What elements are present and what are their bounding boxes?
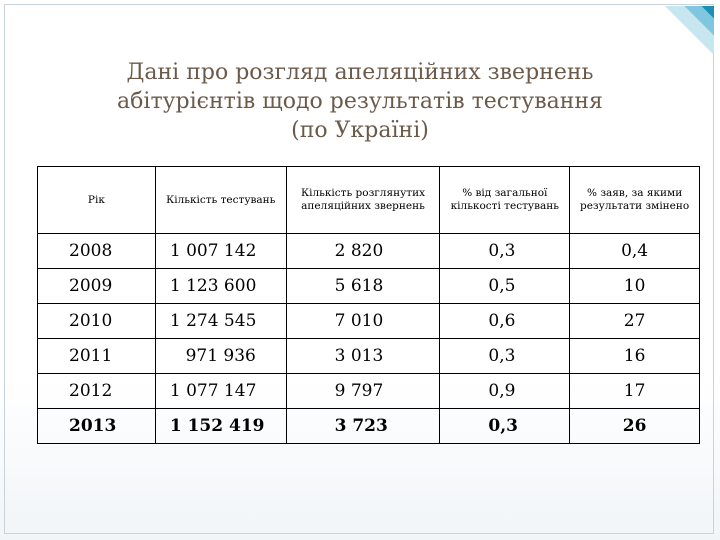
header-percent-changed: % заяв, за якими результати змінено — [569, 166, 700, 234]
cell-appeals: 7 010 — [285, 303, 441, 339]
title-line-1: Дані про розгляд апеляційних звернень — [126, 60, 594, 85]
table-row: 2013 1 152 419 3 723 0,3 26 — [37, 408, 700, 444]
cell-percent-tests: 0,3 — [439, 338, 571, 374]
cell-percent-changed: 16 — [569, 338, 700, 374]
cell-year: 2008 — [37, 233, 156, 269]
cell-percent-tests: 0,5 — [439, 268, 571, 304]
cell-tests: 1 007 142 — [154, 233, 287, 269]
cell-year: 2012 — [37, 373, 156, 409]
table-row: 2010 1 274 545 7 010 0,6 27 — [37, 303, 700, 339]
table-row: 2012 1 077 147 9 797 0,9 17 — [37, 373, 700, 409]
header-year: Рік — [37, 166, 156, 234]
appeals-table: Рік Кількість тестувань Кількість розгля… — [37, 166, 700, 444]
cell-tests: 971 936 — [154, 338, 287, 374]
cell-percent-changed: 0,4 — [569, 233, 700, 269]
cell-percent-changed: 10 — [569, 268, 700, 304]
cell-percent-changed: 26 — [569, 408, 700, 444]
cell-percent-tests: 0,6 — [439, 303, 571, 339]
header-appeals-count: Кількість розглянутих апеляційних зверне… — [285, 166, 441, 234]
header-tests-count: Кількість тестувань — [154, 166, 287, 234]
cell-appeals: 5 618 — [285, 268, 441, 304]
cell-percent-changed: 17 — [569, 373, 700, 409]
cell-percent-tests: 0,3 — [439, 408, 571, 444]
cell-percent-changed: 27 — [569, 303, 700, 339]
corner-decoration — [644, 6, 714, 58]
cell-year: 2010 — [37, 303, 156, 339]
cell-tests: 1 274 545 — [154, 303, 287, 339]
cell-tests: 1 152 419 — [154, 408, 287, 444]
cell-percent-tests: 0,9 — [439, 373, 571, 409]
slide-title: Дані про розгляд апеляційних звернень аб… — [60, 58, 660, 145]
cell-tests: 1 123 600 — [154, 268, 287, 304]
cell-year: 2013 — [37, 408, 156, 444]
cell-tests: 1 077 147 — [154, 373, 287, 409]
cell-year: 2011 — [37, 338, 156, 374]
table-row: 2011 971 936 3 013 0,3 16 — [37, 338, 700, 374]
header-percent-of-tests: % від загальної кількості тестувань — [439, 166, 571, 234]
cell-appeals: 3 723 — [285, 408, 441, 444]
title-line-2: абітурієнтів щодо результатів тестування — [117, 89, 603, 114]
table-row: 2009 1 123 600 5 618 0,5 10 — [37, 268, 700, 304]
table-header-row: Рік Кількість тестувань Кількість розгля… — [37, 166, 700, 234]
cell-appeals: 9 797 — [285, 373, 441, 409]
cell-appeals: 2 820 — [285, 233, 441, 269]
cell-percent-tests: 0,3 — [439, 233, 571, 269]
slide-frame — [4, 4, 714, 534]
table-row: 2008 1 007 142 2 820 0,3 0,4 — [37, 233, 700, 269]
cell-year: 2009 — [37, 268, 156, 304]
cell-appeals: 3 013 — [285, 338, 441, 374]
title-line-3: (по Україні) — [291, 118, 429, 143]
